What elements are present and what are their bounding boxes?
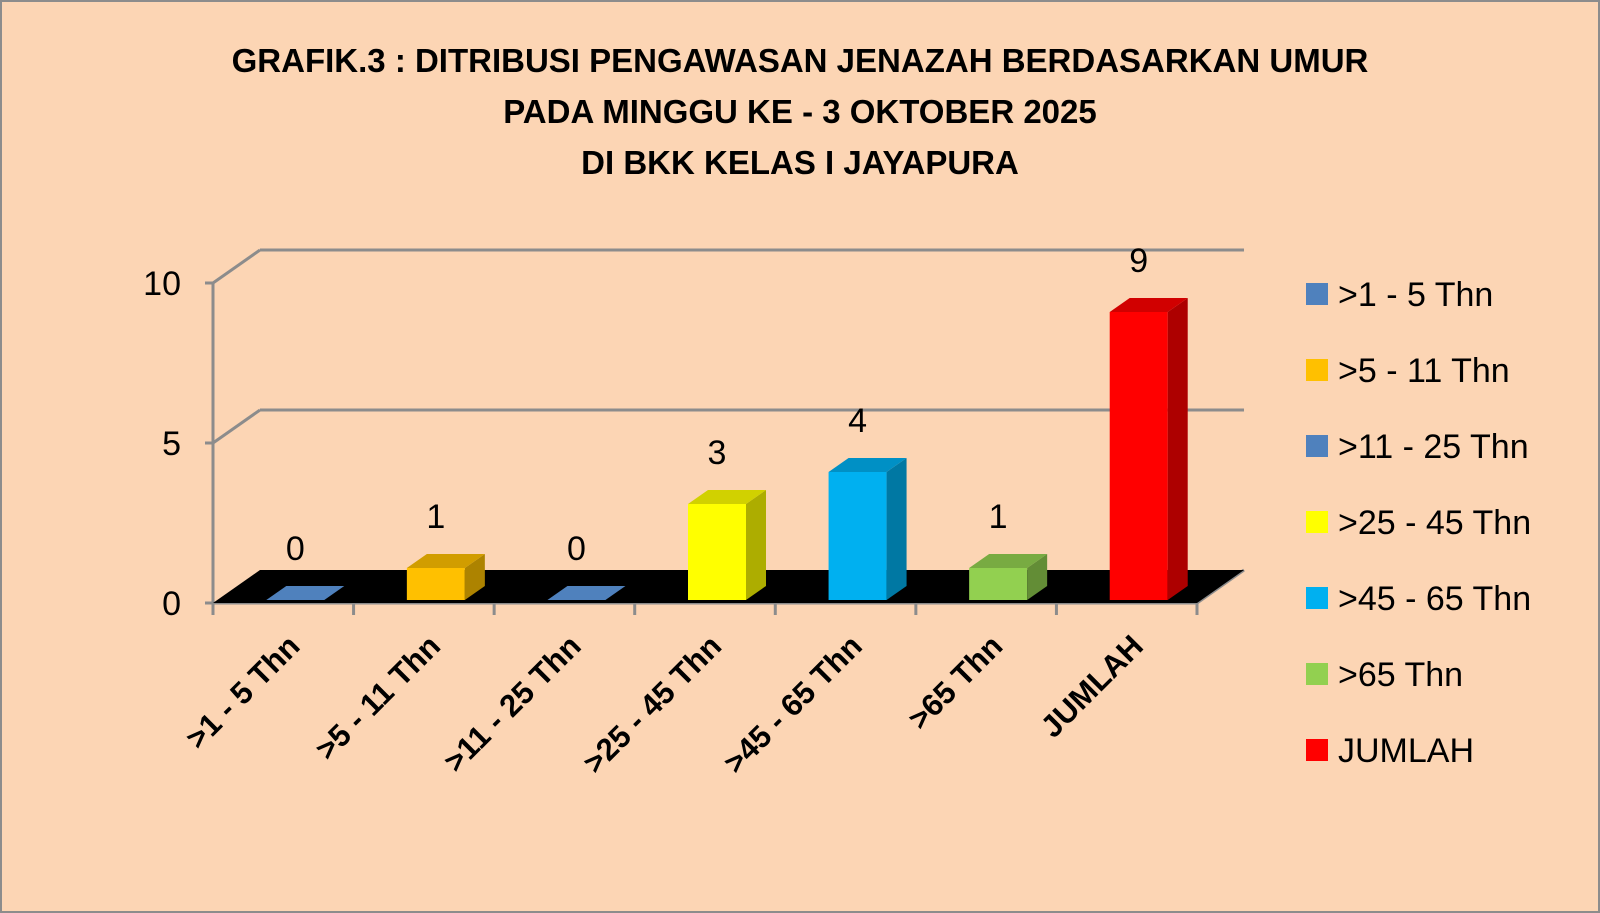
y-axis-tick-labels: 0 5 10	[143, 265, 181, 623]
bars	[266, 298, 1188, 600]
data-label-4: 4	[848, 402, 867, 440]
bar-side-4	[886, 458, 907, 600]
legend-label-6: JUMLAH	[1338, 732, 1474, 770]
chart-title-line-3: DI BKK KELAS I JAYAPURA	[581, 144, 1019, 181]
gridline-depth-10	[212, 248, 261, 285]
bar-top-6	[1109, 298, 1188, 312]
data-label-5: 1	[989, 498, 1008, 536]
legend: >1 - 5 Thn >5 - 11 Thn >11 - 25 Thn >25 - 4…	[1306, 276, 1531, 770]
bar-6	[1109, 298, 1188, 600]
legend-swatch-1	[1306, 359, 1328, 381]
bar-side-5	[1027, 554, 1048, 600]
bar-front-6	[1109, 312, 1168, 600]
bar-flat-2	[547, 586, 626, 600]
bar-4	[828, 458, 907, 600]
chart-title-line-2: PADA MINGGU KE - 3 OKTOBER 2025	[503, 93, 1097, 130]
data-label-2: 0	[567, 530, 586, 568]
bar-top-3	[688, 490, 766, 504]
y-tick-label-0: 0	[162, 585, 181, 623]
data-label-6: 9	[1129, 242, 1148, 280]
legend-label-2: >11 - 25 Thn	[1338, 428, 1529, 466]
data-labels: 0 1 0 3 4 1 9	[286, 242, 1148, 568]
legend-swatch-3	[1306, 511, 1328, 533]
y-tick-label-5: 5	[162, 425, 181, 463]
bar-top-4	[828, 458, 907, 472]
legend-item-4: >45 - 65 Thn	[1306, 580, 1531, 618]
bar-0	[266, 586, 345, 600]
bar-side-6	[1167, 298, 1188, 600]
legend-swatch-4	[1306, 587, 1328, 609]
bar-side-1	[464, 554, 485, 600]
legend-label-5: >65 Thn	[1338, 656, 1463, 694]
legend-item-5: >65 Thn	[1306, 656, 1463, 694]
bar-3	[688, 490, 766, 600]
legend-label-0: >1 - 5 Thn	[1338, 276, 1493, 314]
legend-swatch-0	[1306, 283, 1328, 305]
bar-front-4	[828, 472, 887, 600]
chart-title: GRAFIK.3 : DITRIBUSI PENGAWASAN JENAZAH …	[232, 42, 1369, 181]
legend-swatch-6	[1306, 739, 1328, 761]
bar-5	[969, 554, 1048, 600]
bar-front-5	[969, 568, 1028, 600]
legend-swatch-5	[1306, 663, 1328, 685]
legend-item-3: >25 - 45 Thn	[1306, 504, 1531, 542]
bar-side-3	[746, 490, 766, 600]
bar-flat-0	[266, 586, 345, 600]
bar-front-1	[406, 568, 465, 600]
legend-label-1: >5 - 11 Thn	[1338, 352, 1510, 390]
legend-swatch-2	[1306, 435, 1328, 457]
data-label-0: 0	[286, 530, 305, 568]
y-tick-label-10: 10	[143, 265, 181, 303]
data-label-3: 3	[708, 434, 727, 472]
bar-top-5	[969, 554, 1048, 568]
legend-item-6: JUMLAH	[1306, 732, 1474, 770]
bar-top-1	[406, 554, 485, 568]
legend-item-0: >1 - 5 Thn	[1306, 276, 1493, 314]
legend-item-2: >11 - 25 Thn	[1306, 428, 1529, 466]
legend-label-4: >45 - 65 Thn	[1338, 580, 1531, 618]
bar-2	[547, 586, 626, 600]
gridlines	[212, 248, 1244, 445]
bar-front-3	[688, 504, 746, 600]
data-label-1: 1	[426, 498, 445, 536]
bar-1	[406, 554, 485, 600]
chart-title-line-1: GRAFIK.3 : DITRIBUSI PENGAWASAN JENAZAH …	[232, 42, 1369, 79]
legend-label-3: >25 - 45 Thn	[1338, 504, 1531, 542]
legend-item-1: >5 - 11 Thn	[1306, 352, 1510, 390]
gridline-depth-5	[212, 408, 261, 445]
